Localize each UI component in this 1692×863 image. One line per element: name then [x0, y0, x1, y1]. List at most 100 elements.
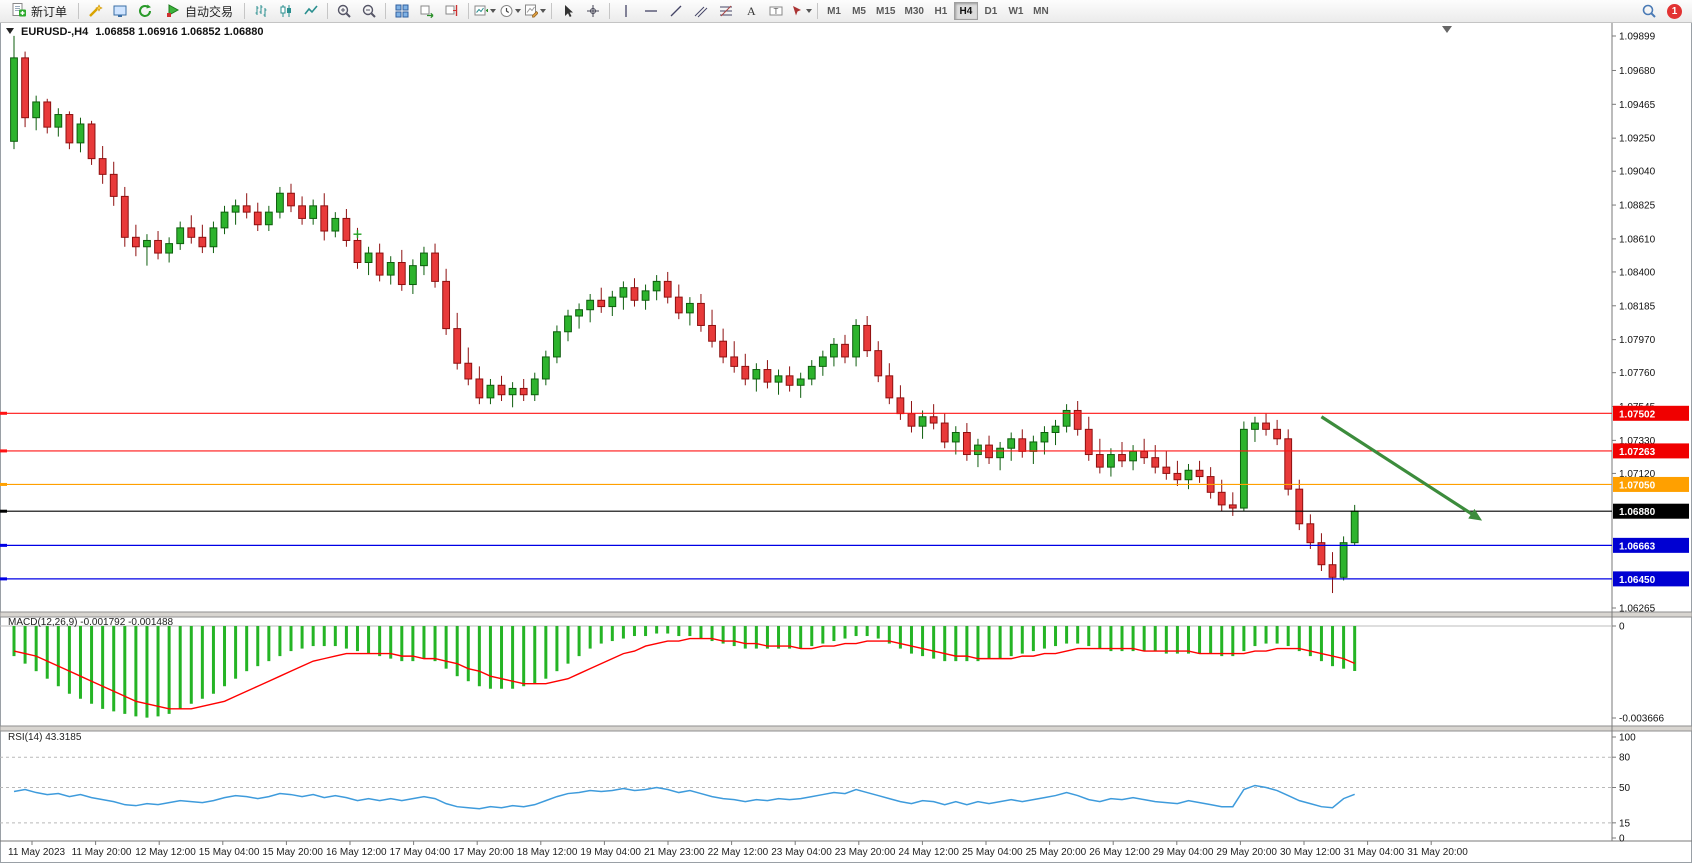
bars-chart-icon[interactable] [249, 0, 273, 22]
price-axis-label: 1.08185 [1619, 301, 1656, 312]
time-axis-label: 24 May 12:00 [898, 847, 959, 858]
auto-scroll-icon[interactable] [415, 0, 439, 22]
charts-wizard-icon[interactable] [83, 0, 107, 22]
candle-body [541, 356, 550, 380]
zoom-out-icon[interactable] [357, 0, 381, 22]
time-axis-label: 17 May 04:00 [390, 847, 451, 858]
time-axis-label: 23 May 20:00 [835, 847, 896, 858]
candle-body [143, 239, 151, 248]
auto-trading-icon [165, 2, 181, 21]
candle-body [320, 205, 329, 232]
rsi-axis-label: 50 [1619, 783, 1631, 794]
fibonacci-tool-icon[interactable] [714, 0, 738, 22]
hline-left-anchor [0, 449, 7, 453]
candle-body [87, 123, 96, 160]
trend-arrow-line[interactable] [1320, 415, 1478, 519]
candle-body [608, 296, 617, 308]
timeframe-d1-button[interactable]: D1 [979, 2, 1003, 20]
refresh-icon[interactable] [133, 0, 157, 22]
chart-ohlc-quote: 1.06858 1.06916 1.06852 1.06880 [95, 26, 264, 38]
candle-body [619, 287, 628, 298]
candle-body [76, 123, 85, 144]
candle-body [231, 205, 240, 213]
new-chart-dropdown[interactable] [473, 0, 497, 22]
timeframe-h4-button[interactable]: H4 [953, 2, 978, 20]
candle-body [43, 101, 52, 128]
candle-body [1029, 441, 1038, 452]
chart-title: EURUSD-,H4 1.06858 1.06916 1.06852 1.068… [6, 26, 263, 38]
crosshair-icon[interactable] [581, 0, 605, 22]
candle-body [397, 262, 406, 286]
timeframe-m30-button[interactable]: M30 [900, 2, 927, 20]
candle-body [1317, 542, 1326, 566]
text-tool-icon[interactable]: A [739, 0, 763, 22]
search-icon[interactable] [1637, 0, 1661, 22]
timeframe-group: M1 M5 M15 M30 H1 H4 D1 W1 MN [822, 2, 1053, 20]
toolbar-separator [817, 3, 819, 19]
panel-splitter[interactable] [0, 611, 1692, 618]
candle-body [276, 192, 284, 213]
time-axis-label: 18 May 12:00 [517, 847, 578, 858]
label-tool-icon[interactable]: T [764, 0, 788, 22]
chart-symbol-period: EURUSD-,H4 [21, 26, 89, 38]
chart-profile-icon[interactable] [108, 0, 132, 22]
horizontal-line-tool-icon[interactable] [639, 0, 663, 22]
period-dropdown[interactable] [498, 0, 522, 22]
candle-body [253, 211, 262, 226]
timeframe-w1-button[interactable]: W1 [1004, 2, 1028, 20]
candle-body [109, 173, 118, 197]
candle-body [974, 444, 982, 456]
rsi-axis-label: 15 [1619, 818, 1631, 829]
candle-body [1217, 491, 1226, 506]
cursor-icon[interactable] [556, 0, 580, 22]
time-axis-label: 16 May 12:00 [326, 847, 387, 858]
time-axis-label: 30 May 12:00 [1280, 847, 1341, 858]
timeframe-m1-button[interactable]: M1 [822, 2, 846, 20]
timeframe-h1-button[interactable]: H1 [929, 2, 953, 20]
candle-body [1040, 431, 1049, 443]
chart-shift-icon[interactable] [440, 0, 464, 22]
chart-shift-marker[interactable] [1442, 26, 1452, 33]
notification-badge[interactable]: 1 [1667, 3, 1682, 19]
cross-marker[interactable] [353, 230, 362, 239]
candle-body [796, 378, 805, 386]
candle-body [1018, 438, 1027, 452]
candle-body [1273, 428, 1282, 440]
candle-body [818, 356, 827, 367]
candle-body [1107, 454, 1115, 468]
candle-body [896, 397, 905, 415]
line-chart-icon[interactable] [299, 0, 323, 22]
panel-splitter[interactable] [0, 725, 1692, 732]
hline-left-anchor [0, 482, 7, 486]
trend-arrow-head[interactable] [1468, 508, 1483, 521]
timeframe-mn-button[interactable]: MN [1029, 2, 1053, 20]
zoom-in-icon[interactable] [332, 0, 356, 22]
candle-body [1228, 504, 1237, 509]
collapse-chart-icon[interactable] [6, 26, 14, 38]
time-axis-label: 19 May 04:00 [580, 847, 641, 858]
trendline-tool-icon[interactable] [664, 0, 688, 22]
price-tag-label: 1.06880 [1619, 507, 1656, 518]
candle-body [420, 252, 428, 267]
candle-body [1140, 450, 1149, 459]
vertical-line-tool-icon[interactable] [614, 0, 638, 22]
timeframe-m15-button[interactable]: M15 [872, 2, 899, 20]
channel-tool-icon[interactable] [689, 0, 713, 22]
timeframe-m5-button[interactable]: M5 [847, 2, 871, 20]
tile-windows-icon[interactable] [390, 0, 414, 22]
candles-chart-icon[interactable] [274, 0, 298, 22]
price-axis-label: 1.07760 [1619, 368, 1656, 379]
new-order-button[interactable]: 新订单 [4, 1, 74, 21]
candle-body [1151, 457, 1160, 468]
candle-body [165, 243, 174, 254]
new-order-icon [11, 2, 27, 21]
arrows-tool-dropdown[interactable] [789, 0, 813, 22]
auto-trading-button[interactable]: 自动交易 [158, 1, 240, 21]
candle-body [807, 365, 816, 380]
price-tag [1613, 443, 1689, 459]
template-dropdown[interactable] [523, 0, 547, 22]
price-tag [1613, 503, 1689, 519]
candle-body [375, 252, 384, 276]
candle-body [918, 416, 927, 427]
